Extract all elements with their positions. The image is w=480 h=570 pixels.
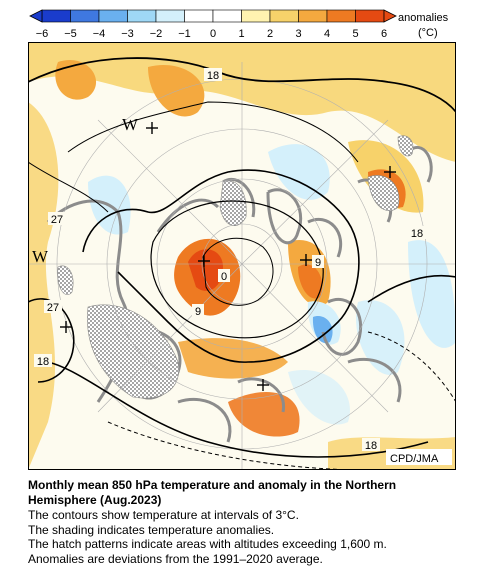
colorbar-tick-label: 6 <box>381 28 387 40</box>
colorbar-cell <box>212 9 242 23</box>
contour-label-9-right: 9 <box>315 257 321 269</box>
caption-line-hatch: The hatch patterns indicate areas with a… <box>28 537 387 551</box>
colorbar-cell <box>127 9 157 23</box>
contour-label-27-lower: 27 <box>47 302 59 314</box>
colorbar-tick-label: 5 <box>352 28 358 40</box>
caption-line-anomaly-base: Anomalies are deviations from the 1991–2… <box>28 551 323 566</box>
figure-caption: Monthly mean 850 hPa temperature and ano… <box>28 478 468 566</box>
crosses <box>60 122 396 391</box>
colorbar-tick-label: 4 <box>324 28 330 40</box>
colorbar-left-arrow <box>29 9 43 23</box>
contour-label-9-lower: 9 <box>195 306 201 318</box>
colorbar-tick-label: 0 <box>210 28 216 40</box>
warm-symbol-w2: W <box>32 247 49 266</box>
colorbar-tick-label: 1 <box>238 28 244 40</box>
colorbar-cell <box>326 9 356 23</box>
colorbar-cell <box>269 9 299 23</box>
colorbar-cell <box>298 9 328 23</box>
contour-label-18-left: 18 <box>37 356 49 368</box>
contour-label-18-bottom: 18 <box>365 440 377 452</box>
contour-label-18-right: 18 <box>411 228 423 240</box>
colorbar-cells <box>41 9 385 23</box>
colorbar-tick-label: −5 <box>64 28 77 40</box>
colorbar-right-arrow <box>383 9 397 23</box>
colorbar-cell <box>98 9 128 23</box>
colorbar-tick-label: −6 <box>36 28 49 40</box>
colorbar-tick-label: −1 <box>178 28 191 40</box>
colorbar-label-anomalies: anomalies <box>398 12 449 24</box>
caption-line-shading: The shading indicates temperature anomal… <box>28 522 275 537</box>
caption-title: Monthly mean 850 hPa temperature and ano… <box>28 478 397 507</box>
colorbar-tick-label: −2 <box>150 28 163 40</box>
credit-label: CPD/JMA <box>390 453 439 465</box>
colorbar-tick-label: −4 <box>93 28 106 40</box>
colorbar-cell <box>41 9 71 23</box>
colorbar-cell <box>241 9 271 23</box>
colorbar-tick-label: −3 <box>121 28 134 40</box>
colorbar-cell <box>355 9 385 23</box>
caption-line-contours: The contours show temperature at interva… <box>28 508 299 522</box>
colorbar-cell <box>70 9 100 23</box>
map-frame <box>28 42 456 470</box>
anomaly-colorbar: −6 −5 −4 −3 −2 −1 0 1 2 3 4 5 6 anomalies (°C) <box>29 9 449 40</box>
colorbar-label-unit: (°C) <box>418 27 438 39</box>
anomaly-shading <box>28 42 456 470</box>
graticule <box>28 62 456 470</box>
contour-label-27-left: 27 <box>51 214 63 226</box>
colorbar-tick-label: 3 <box>295 28 301 40</box>
colorbar-cell <box>184 9 214 23</box>
contour-label-18-top: 18 <box>207 70 219 82</box>
warm-symbol-w1: W <box>122 115 139 134</box>
colorbar-tick-label: 2 <box>267 28 273 40</box>
colorbar-tick-labels: −6 −5 −4 −3 −2 −1 0 1 2 3 4 5 6 <box>36 28 387 40</box>
warm-symbols: W W <box>32 115 139 266</box>
high-altitude-hatch <box>57 135 414 399</box>
colorbar-cell <box>155 9 185 23</box>
contour-label-0-center: 0 <box>221 271 227 283</box>
polar-stereographic-map: 18 27 27 18 9 0 9 18 18 W W CPD/JMA <box>28 42 456 470</box>
contour-labels: 18 27 27 18 9 0 9 18 18 <box>34 68 426 452</box>
